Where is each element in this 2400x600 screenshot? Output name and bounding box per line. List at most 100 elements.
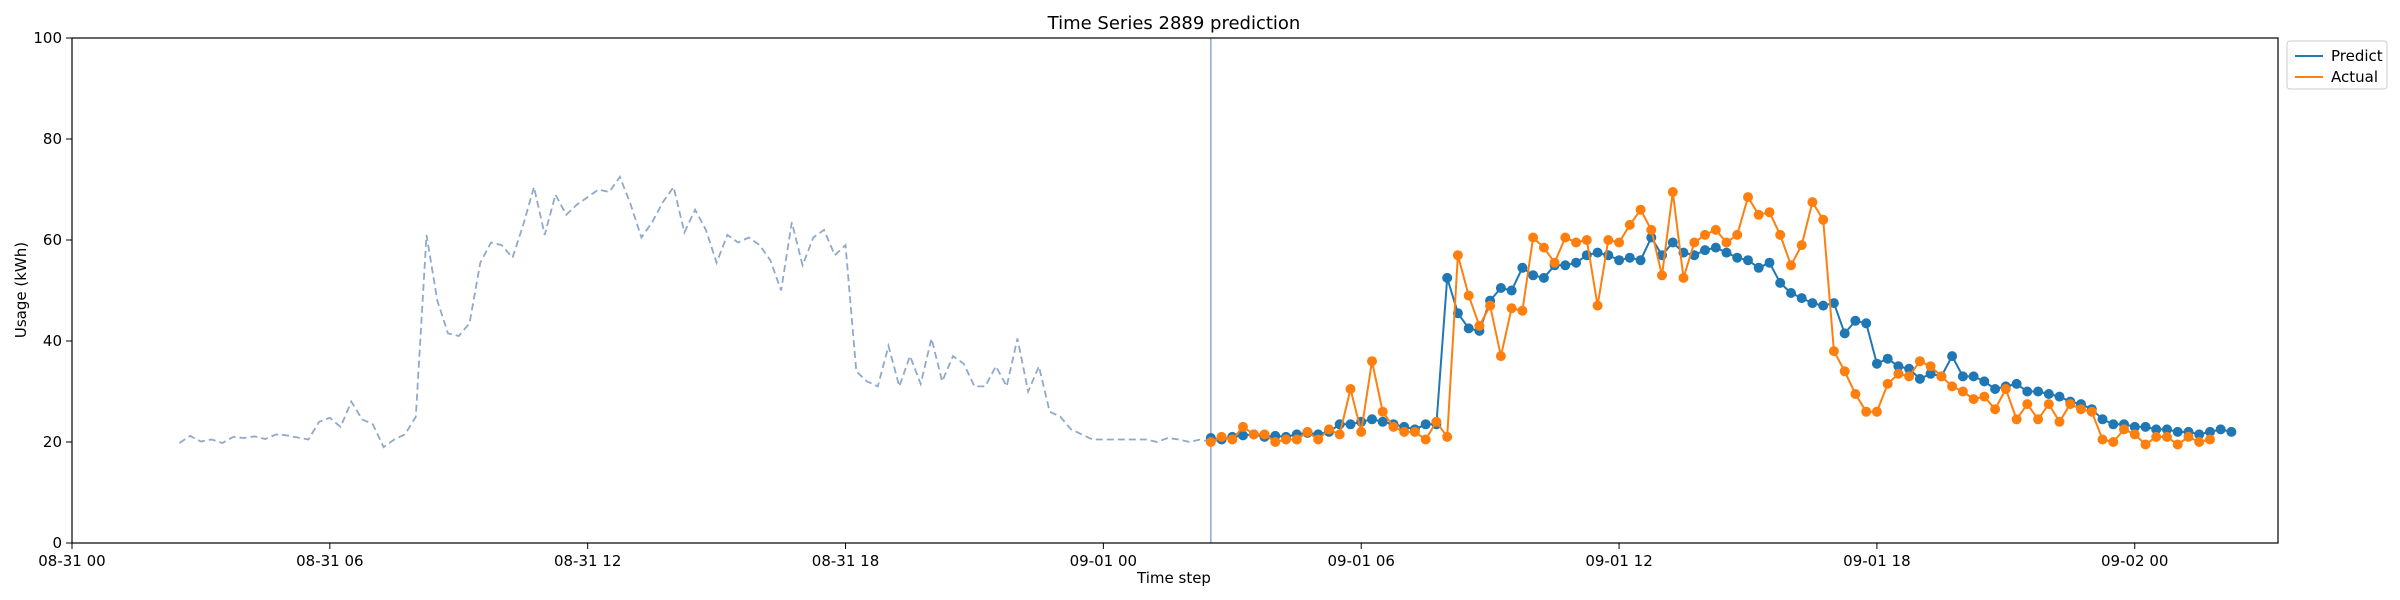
data-point: [1345, 419, 1356, 430]
data-point: [2172, 426, 2183, 437]
data-point: [1904, 371, 1915, 382]
data-point: [2108, 437, 2119, 447]
data-point: [1721, 237, 1732, 248]
data-point: [1968, 394, 1979, 405]
x-tick-label: 08-31 00: [38, 552, 105, 570]
data-point: [1828, 298, 1839, 309]
data-point: [2162, 424, 2172, 435]
data-point: [1345, 384, 1356, 394]
data-point: [1667, 237, 1678, 248]
data-point: [1517, 305, 1528, 316]
data-point: [1882, 353, 1893, 364]
data-point: [1238, 430, 1248, 441]
data-point: [1957, 386, 1968, 397]
data-point: [1861, 406, 1872, 417]
data-point: [1614, 237, 1625, 248]
y-tick-label: 100: [33, 29, 62, 47]
data-point: [1775, 277, 1786, 288]
data-point: [1528, 270, 1539, 281]
data-point: [1807, 197, 1818, 208]
data-point: [2108, 419, 2119, 430]
data-point: [1324, 424, 1334, 435]
data-point: [2097, 434, 2108, 445]
data-point: [1259, 429, 1270, 440]
series-actual: [1205, 187, 2215, 450]
data-point: [2205, 426, 2215, 437]
data-point: [1506, 303, 1517, 314]
data-point: [2226, 426, 2237, 437]
data-point: [2043, 399, 2054, 410]
data-point: [1700, 245, 1710, 256]
data-point: [2054, 391, 2065, 402]
x-axis-title: Time step: [1136, 569, 1211, 587]
data-point: [1291, 434, 1302, 445]
data-point: [1957, 371, 1968, 382]
data-point: [2086, 406, 2097, 417]
data-point: [1581, 235, 1592, 245]
data-point: [2065, 399, 2076, 410]
x-tick-label: 08-31 18: [812, 552, 879, 570]
data-point: [1721, 247, 1732, 258]
y-tick-label: 80: [43, 130, 62, 148]
data-point: [1764, 207, 1775, 218]
data-point: [1850, 389, 1861, 399]
data-point: [1248, 429, 1259, 440]
data-point: [1334, 429, 1345, 440]
data-point: [2033, 414, 2044, 425]
x-tick-label: 09-02 00: [2101, 552, 2168, 570]
data-point: [1302, 426, 1313, 437]
data-point: [1377, 416, 1388, 427]
data-point: [1560, 260, 1571, 271]
data-point: [1420, 419, 1431, 430]
data-point: [1614, 255, 1625, 266]
data-point: [1818, 300, 1829, 311]
chart-title: Time Series 2889 prediction: [1047, 13, 1301, 34]
data-point: [1474, 320, 1485, 331]
data-point: [2151, 424, 2162, 435]
x-tick-label: 09-01 00: [1070, 552, 1137, 570]
y-tick-label: 40: [43, 332, 62, 350]
data-point: [1796, 240, 1807, 251]
data-point: [2022, 386, 2033, 397]
data-point: [1818, 214, 1829, 225]
data-point: [1732, 252, 1743, 263]
data-point: [2162, 431, 2172, 442]
x-tick-label: 08-31 12: [554, 552, 621, 570]
y-tick-label: 0: [52, 534, 62, 552]
data-point: [1571, 257, 1582, 268]
plot-area: [178, 38, 2237, 543]
data-point: [2043, 389, 2054, 399]
data-point: [1861, 318, 1872, 329]
x-tick-label: 09-01 06: [1327, 552, 1394, 570]
series-line-actual: [1210, 191, 2211, 446]
data-point: [1227, 434, 1238, 445]
data-point: [1893, 361, 1904, 372]
data-point: [1367, 414, 1377, 425]
data-point: [1882, 378, 1893, 389]
data-point: [2129, 421, 2140, 432]
data-point: [2033, 386, 2044, 397]
data-point: [1925, 361, 1936, 372]
data-point: [1205, 437, 1216, 447]
data-point: [1657, 270, 1667, 281]
data-point: [2022, 399, 2033, 410]
data-point: [1506, 285, 1517, 296]
data-point: [1635, 204, 1646, 215]
data-point: [1528, 232, 1539, 243]
data-point: [1979, 391, 1990, 402]
y-tick-label: 60: [43, 231, 62, 249]
data-point: [1238, 421, 1248, 432]
data-point: [1442, 272, 1453, 283]
data-point: [1216, 431, 1227, 442]
data-point: [2011, 378, 2022, 389]
data-point: [1743, 192, 1753, 203]
data-point: [1839, 366, 1850, 377]
data-point: [1388, 421, 1399, 432]
data-point: [2129, 429, 2140, 440]
data-point: [2119, 424, 2129, 435]
data-point: [1968, 371, 1979, 382]
data-point: [1367, 356, 1377, 367]
data-point: [1571, 237, 1582, 248]
data-point: [1947, 351, 1958, 362]
data-point: [1753, 209, 1764, 220]
